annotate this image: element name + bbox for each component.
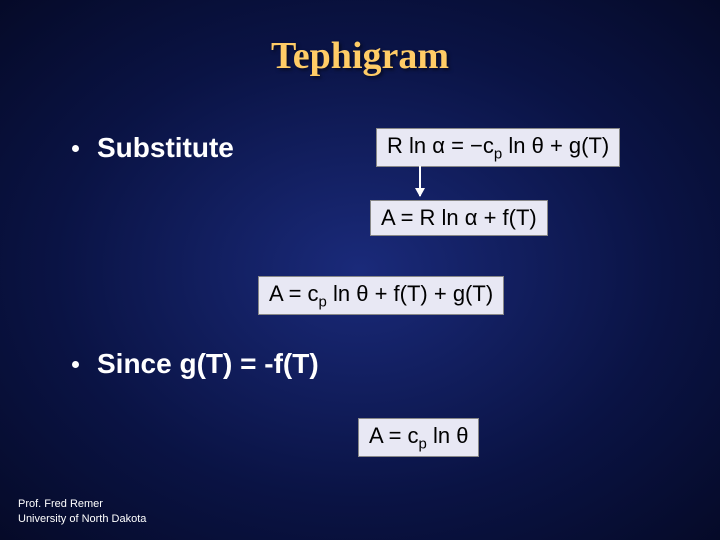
eq-sub: p [319, 293, 327, 310]
arrow-down-icon [419, 166, 421, 196]
bullet-substitute: Substitute [72, 132, 234, 164]
equation-rln-alpha: R ln α = −cp ln θ + g(T) [376, 128, 620, 167]
page-title: Tephigram [0, 0, 720, 78]
eq-part: A = c [369, 423, 419, 448]
eq-part: ln θ + f(T) + g(T) [327, 281, 493, 306]
eq-part: ln θ + g(T) [502, 133, 609, 158]
eq-part: A = c [269, 281, 319, 306]
bullet-since: Since g(T) = -f(T) [72, 348, 319, 380]
footer-credit: Prof. Fred Remer University of North Dak… [18, 497, 146, 526]
bullet-dot-icon [72, 361, 79, 368]
footer-line1: Prof. Fred Remer [18, 497, 146, 511]
eq-part: = −c [451, 133, 494, 158]
eq-part: ln θ [427, 423, 469, 448]
eq-part: R ln α [387, 133, 445, 158]
eq-part: A = R ln α + f(T) [381, 205, 537, 230]
bullet-text: Since g(T) = -f(T) [97, 348, 319, 380]
eq-sub: p [419, 435, 427, 452]
footer-line2: University of North Dakota [18, 512, 146, 526]
equation-a-rln: A = R ln α + f(T) [370, 200, 548, 236]
equation-a-cp-full: A = cp ln θ + f(T) + g(T) [258, 276, 504, 315]
bullet-text: Substitute [97, 132, 234, 164]
eq-sub: p [494, 145, 502, 162]
equation-a-cp-final: A = cp ln θ [358, 418, 479, 457]
bullet-dot-icon [72, 145, 79, 152]
